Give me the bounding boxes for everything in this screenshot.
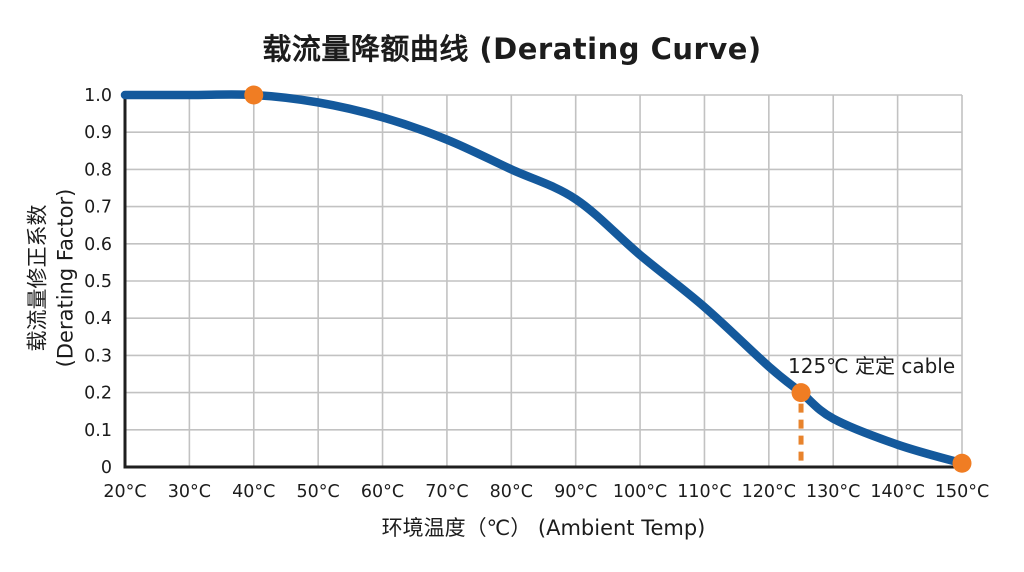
y-tick-label: 0.9: [84, 123, 112, 143]
x-tick-label: 40°C: [232, 482, 275, 502]
y-tick-label: 0.7: [84, 198, 112, 218]
y-tick-label: 0.8: [84, 160, 112, 180]
chart-title: 载流量降额曲线 (Derating Curve): [262, 32, 762, 66]
x-tick-label: 50°C: [297, 482, 340, 502]
x-tick-label: 100°C: [613, 482, 667, 502]
y-tick-label: 0.5: [84, 272, 112, 292]
y-tick-label: 0.2: [84, 384, 112, 404]
x-tick-label: 110°C: [677, 482, 731, 502]
annotation-125c-cable: 125℃ 定定 cable: [788, 354, 956, 378]
x-axis-title: 环境温度（℃） (Ambient Temp): [381, 516, 706, 540]
x-tick-label: 30°C: [168, 482, 211, 502]
y-tick-label: 0: [101, 458, 112, 478]
y-tick-label: 0.6: [84, 235, 112, 255]
y-tick-label: 0.4: [84, 309, 112, 329]
x-tick-label: 150°C: [935, 482, 989, 502]
x-tick-label: 90°C: [554, 482, 597, 502]
data-point-marker: [791, 383, 811, 403]
y-tick-label: 0.3: [84, 346, 112, 366]
x-tick-label: 80°C: [490, 482, 533, 502]
x-tick-label: 20°C: [103, 482, 146, 502]
x-tick-label: 70°C: [425, 482, 468, 502]
x-tick-label: 60°C: [361, 482, 404, 502]
derating-curve-line: [120, 90, 967, 468]
x-tick-label: 120°C: [742, 482, 796, 502]
y-tick-label: 0.1: [84, 421, 112, 441]
x-tick-label: 140°C: [870, 482, 924, 502]
y-tick-label: 1.0: [84, 86, 112, 106]
data-point-marker: [952, 453, 972, 473]
x-tick-label: 130°C: [806, 482, 860, 502]
data-point-marker: [244, 85, 264, 105]
